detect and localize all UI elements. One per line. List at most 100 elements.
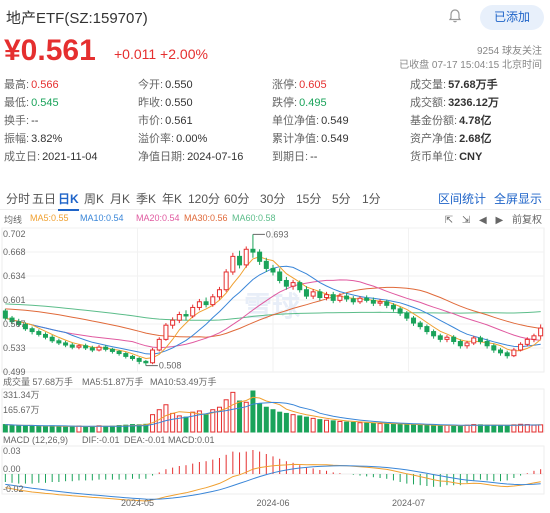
volume-bar	[230, 391, 236, 433]
fullscreen-link[interactable]: 全屏显示	[494, 192, 543, 206]
volume-bar	[524, 424, 530, 433]
volume-bar	[69, 425, 75, 433]
volume-bar	[283, 412, 289, 433]
volume-bar	[263, 406, 269, 433]
stats-row: 振幅: 3.82% 溢价率: 0.00% 累计净值: 0.549 资产净值: 2.68亿	[0, 130, 550, 148]
candle-body	[424, 326, 430, 333]
candle-body	[370, 299, 376, 304]
tab-0[interactable]: 分时	[6, 192, 31, 206]
candle-body	[16, 321, 22, 325]
candle-body	[9, 317, 15, 323]
candle-body	[283, 279, 289, 287]
tab-1[interactable]: 五日	[32, 192, 57, 206]
volume-bar	[330, 420, 336, 433]
macd-tick-label: 0.00	[3, 464, 21, 474]
candle-body	[384, 301, 390, 306]
followers-count: 9254 球友关注	[476, 46, 542, 57]
volume-bar	[63, 426, 69, 433]
adjust-dropdown[interactable]: 前复权	[512, 215, 542, 226]
x-tick-label: 2024-07	[392, 498, 425, 508]
volume-bar	[89, 425, 95, 433]
volume-bar	[511, 424, 517, 433]
stat-label: 到期日:	[272, 151, 309, 163]
stat-item: 累计净值: 0.549	[272, 130, 349, 146]
candle-body	[390, 304, 396, 310]
volume-bar	[163, 404, 169, 433]
candle-body	[491, 345, 497, 351]
stat-label: 基金份额:	[410, 115, 458, 127]
move-left-icon[interactable]: ◀	[479, 215, 487, 226]
candle-body	[538, 327, 544, 337]
period-tabs: 分时 五日 日K 周K 月K 季K 年K 120分 60分 30分 15分 5分 1分 区间统计 全屏显示	[0, 186, 550, 211]
tab-3[interactable]: 周K	[84, 192, 105, 206]
candle-body	[484, 340, 490, 347]
volume-bar	[22, 425, 28, 433]
price-tick-label: 0.668	[3, 247, 26, 257]
ma20-line	[5, 279, 541, 349]
zoom-in-icon[interactable]: ⇱	[444, 215, 454, 226]
volume-bar	[464, 424, 470, 433]
candle-body	[129, 355, 135, 360]
volume-bar	[36, 425, 42, 433]
candle-body	[237, 255, 243, 266]
volume-bar	[196, 410, 202, 433]
volume-bar	[484, 424, 490, 433]
volume-bar	[223, 399, 229, 433]
price-tick-label: 0.567	[3, 319, 26, 329]
tab-6[interactable]: 年K	[162, 192, 183, 206]
stat-value: 4.78亿	[459, 115, 492, 127]
bell-icon[interactable]	[447, 8, 463, 24]
volume-bar	[243, 401, 249, 433]
tab-2[interactable]: 日K	[58, 192, 79, 211]
volume-bar	[377, 423, 383, 433]
tab-8[interactable]: 60分	[224, 192, 250, 206]
candle-body	[42, 333, 49, 338]
tab-7[interactable]: 120分	[188, 192, 221, 206]
volume-bar	[417, 424, 423, 433]
candle-body	[437, 335, 443, 340]
follow-button[interactable]: 已添加	[480, 5, 544, 30]
tab-4[interactable]: 月K	[110, 192, 131, 206]
stat-label: 累计净值:	[272, 133, 320, 145]
tab-9[interactable]: 30分	[260, 192, 286, 206]
candle-body	[116, 350, 122, 355]
market-status: 已收盘 07-17 15:04:15 北京时间	[399, 60, 542, 71]
move-right-icon[interactable]: ▶	[495, 215, 504, 226]
macd-dif-line	[5, 463, 541, 502]
tab-10[interactable]: 15分	[296, 192, 322, 206]
stat-label: 货币单位:	[410, 151, 458, 163]
candle-body	[176, 314, 182, 321]
zoom-out-icon[interactable]: ⇲	[461, 215, 471, 226]
volume-ma10-value: MA10:53.49万手	[150, 376, 217, 387]
stat-label: 涨停:	[272, 79, 298, 91]
stat-item: 成交额: 3236.12万	[410, 94, 499, 110]
candle-body	[2, 310, 8, 319]
stat-value: 0.550	[165, 79, 193, 91]
stat-label: 成立日:	[4, 151, 41, 163]
candle-body	[504, 352, 510, 357]
candle-body	[471, 337, 477, 344]
candle-body	[297, 282, 303, 291]
candle-body	[29, 328, 35, 333]
volume-bar	[237, 400, 243, 433]
stat-item: 最低: 0.545	[4, 94, 59, 110]
tab-5[interactable]: 季K	[136, 192, 157, 206]
candle-body	[290, 282, 296, 287]
stat-item: 涨停: 0.605	[272, 76, 327, 92]
volume-bar	[210, 409, 216, 433]
volume-bar	[370, 422, 376, 433]
tab-12[interactable]: 1分	[362, 192, 381, 206]
volume-bar	[451, 425, 457, 433]
stat-value: 2021-11-04	[42, 151, 98, 163]
volume-bar	[170, 412, 176, 433]
tab-11[interactable]: 5分	[332, 192, 351, 206]
candle-body	[270, 267, 276, 273]
candle-body	[183, 314, 189, 317]
candle-body	[76, 345, 82, 348]
stat-value: 0.605	[299, 79, 327, 91]
stat-value: 0.566	[31, 79, 59, 91]
volume-bar	[270, 409, 276, 433]
candle-body	[524, 338, 530, 345]
range-stats-link[interactable]: 区间统计	[438, 192, 487, 206]
